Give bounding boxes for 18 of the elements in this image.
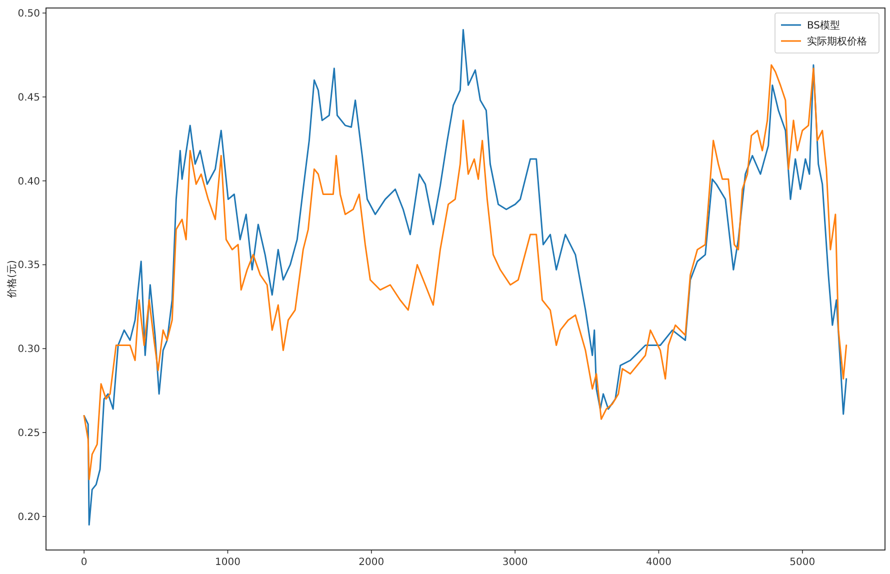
x-tick-label: 2000: [358, 557, 384, 568]
line-series: [83, 29, 848, 526]
x-tick-label: 5000: [790, 557, 816, 568]
y-tick-label: 0.20: [18, 512, 40, 523]
y-tick-label: 0.50: [18, 8, 40, 20]
legend-label: 实际期权价格: [807, 36, 867, 48]
y-axis-title: 价格(元): [6, 260, 18, 299]
y-tick-label: 0.30: [18, 344, 40, 356]
y-tick-label: 0.40: [18, 176, 40, 188]
x-tick-label: 1000: [215, 557, 240, 568]
x-tick-label: 3000: [502, 557, 528, 568]
y-tick-label: 0.45: [18, 92, 40, 104]
legend-label: BS模型: [807, 20, 840, 32]
line-series: [83, 64, 848, 480]
x-tick-label: 0: [80, 557, 88, 568]
y-tick-label: 0.35: [18, 260, 40, 272]
x-tick-label: 4000: [646, 557, 672, 568]
y-tick-label: 0.25: [18, 428, 40, 440]
